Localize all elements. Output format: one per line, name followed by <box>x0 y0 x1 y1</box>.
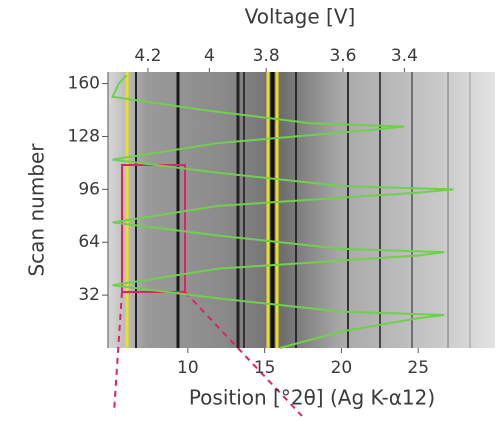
x-tick-label: 20 <box>331 358 353 378</box>
y-tick-label: 64 <box>78 232 100 252</box>
voltage-line <box>111 74 454 349</box>
y-tick-label: 32 <box>78 285 100 305</box>
diffraction-image <box>108 72 495 348</box>
x-tick-label: 25 <box>407 358 429 378</box>
x2-tick-label: 3.8 <box>253 46 280 66</box>
y-axis-label: Scan number <box>25 143 49 277</box>
y-tick-label: 96 <box>78 179 100 199</box>
x-axis-label: Position [°2θ] (Ag K-α12) <box>189 386 435 410</box>
y-tick-label: 160 <box>68 74 100 94</box>
zoom-guide <box>113 291 123 413</box>
x2-tick-label: 3.4 <box>391 46 418 66</box>
y-tick-label: 128 <box>68 126 100 146</box>
x-tick-label: 10 <box>177 358 199 378</box>
x2-tick-label: 4 <box>204 46 215 66</box>
x-tick-label: 15 <box>254 358 276 378</box>
x2-tick-label: 3.6 <box>329 46 356 66</box>
x2-tick-label: 4.2 <box>134 46 161 66</box>
x2-axis-label: Voltage [V] <box>245 5 356 29</box>
